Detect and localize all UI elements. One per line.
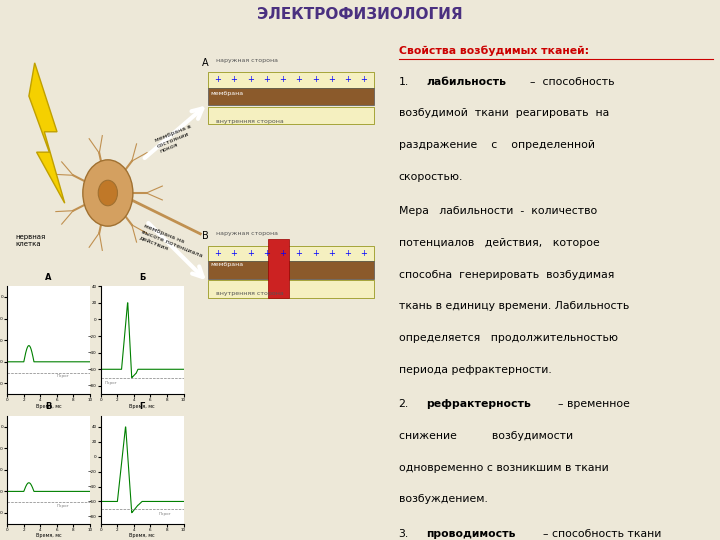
Text: снижение          возбудимости: снижение возбудимости xyxy=(399,431,572,441)
Text: +: + xyxy=(215,75,221,84)
Text: мембрана в
состоянии
покоя: мембрана в состоянии покоя xyxy=(154,124,197,154)
Text: внутренняя сторона: внутренняя сторона xyxy=(216,119,284,124)
Text: возбудимой  ткани  реагировать  на: возбудимой ткани реагировать на xyxy=(399,109,609,118)
Text: возбуждением.: возбуждением. xyxy=(399,494,487,504)
Text: Мера   лабильности  -  количество: Мера лабильности - количество xyxy=(399,206,597,217)
Text: мембрана: мембрана xyxy=(210,91,243,96)
Text: – временное: – временное xyxy=(558,400,630,409)
Text: внутренняя сторона: внутренняя сторона xyxy=(216,292,284,296)
Text: Свойства возбудимых тканей:: Свойства возбудимых тканей: xyxy=(399,45,589,56)
Text: Порог: Порог xyxy=(158,512,171,516)
Text: – способность ткани: – способность ткани xyxy=(543,529,662,539)
Text: +: + xyxy=(247,248,253,258)
Text: +: + xyxy=(279,248,286,258)
Text: ЭЛЕКТРОФИЗИОЛОГИЯ: ЭЛЕКТРОФИЗИОЛОГИЯ xyxy=(257,8,463,22)
X-axis label: Время, мс: Время, мс xyxy=(36,404,61,409)
Text: +: + xyxy=(215,248,221,258)
Text: наружная сторона: наружная сторона xyxy=(216,58,278,63)
Text: +: + xyxy=(328,248,335,258)
Polygon shape xyxy=(29,63,65,203)
Text: А: А xyxy=(45,273,52,282)
Bar xyxy=(268,239,289,298)
Text: потенциалов   действия,   которое: потенциалов действия, которое xyxy=(399,238,599,248)
Circle shape xyxy=(98,180,117,206)
Text: +: + xyxy=(312,248,319,258)
Text: +: + xyxy=(263,248,270,258)
Text: определяется   продолжительностью: определяется продолжительностью xyxy=(399,333,618,343)
Text: раздражение    с    определенной: раздражение с определенной xyxy=(399,140,595,150)
Text: 3.: 3. xyxy=(399,529,409,539)
Text: 2.: 2. xyxy=(399,400,409,409)
Text: +: + xyxy=(344,248,351,258)
Bar xyxy=(208,246,374,261)
Bar xyxy=(208,261,374,279)
X-axis label: Время, мс: Время, мс xyxy=(130,534,155,538)
Text: рефрактерность: рефрактерность xyxy=(426,400,531,409)
Text: +: + xyxy=(361,75,367,84)
Text: мембрана: мембрана xyxy=(210,262,243,267)
Text: Порог: Порог xyxy=(105,381,117,385)
Text: +: + xyxy=(279,75,286,84)
Text: +: + xyxy=(344,75,351,84)
Text: +: + xyxy=(361,248,367,258)
X-axis label: Время, мс: Время, мс xyxy=(130,404,155,409)
Bar xyxy=(208,87,374,105)
Text: Порог: Порог xyxy=(57,503,70,508)
Text: +: + xyxy=(328,75,335,84)
Text: +: + xyxy=(230,75,238,84)
Text: мембрана на
высоте потенциала
действия: мембрана на высоте потенциала действия xyxy=(139,224,205,264)
Text: Порог: Порог xyxy=(57,374,70,378)
Text: наружная сторона: наружная сторона xyxy=(216,231,278,237)
Text: +: + xyxy=(295,75,302,84)
Text: В: В xyxy=(45,402,52,411)
Text: скоростью.: скоростью. xyxy=(399,172,463,181)
Text: 1.: 1. xyxy=(399,77,409,86)
Text: проводимость: проводимость xyxy=(426,529,516,539)
Text: Г: Г xyxy=(140,402,145,411)
Text: +: + xyxy=(295,248,302,258)
Bar xyxy=(208,106,374,124)
Bar xyxy=(208,280,374,298)
Text: Б: Б xyxy=(139,273,145,282)
Bar xyxy=(208,72,374,87)
Text: лабильность: лабильность xyxy=(426,77,506,86)
Circle shape xyxy=(83,160,133,226)
Text: нервная
клетка: нервная клетка xyxy=(15,234,45,247)
Text: +: + xyxy=(263,75,270,84)
Text: +: + xyxy=(230,248,238,258)
Text: +: + xyxy=(312,75,319,84)
Text: ткань в единицу времени. Лабильность: ткань в единицу времени. Лабильность xyxy=(399,301,629,311)
Text: периода рефрактерности.: периода рефрактерности. xyxy=(399,364,552,375)
Text: +: + xyxy=(247,75,253,84)
Text: –  способность: – способность xyxy=(530,77,614,86)
Text: А: А xyxy=(202,58,209,68)
Text: способна  генерировать  возбудимая: способна генерировать возбудимая xyxy=(399,269,614,280)
X-axis label: Время, мс: Время, мс xyxy=(36,534,61,538)
Text: одновременно с возникшим в ткани: одновременно с возникшим в ткани xyxy=(399,463,608,472)
Text: В: В xyxy=(202,231,209,241)
